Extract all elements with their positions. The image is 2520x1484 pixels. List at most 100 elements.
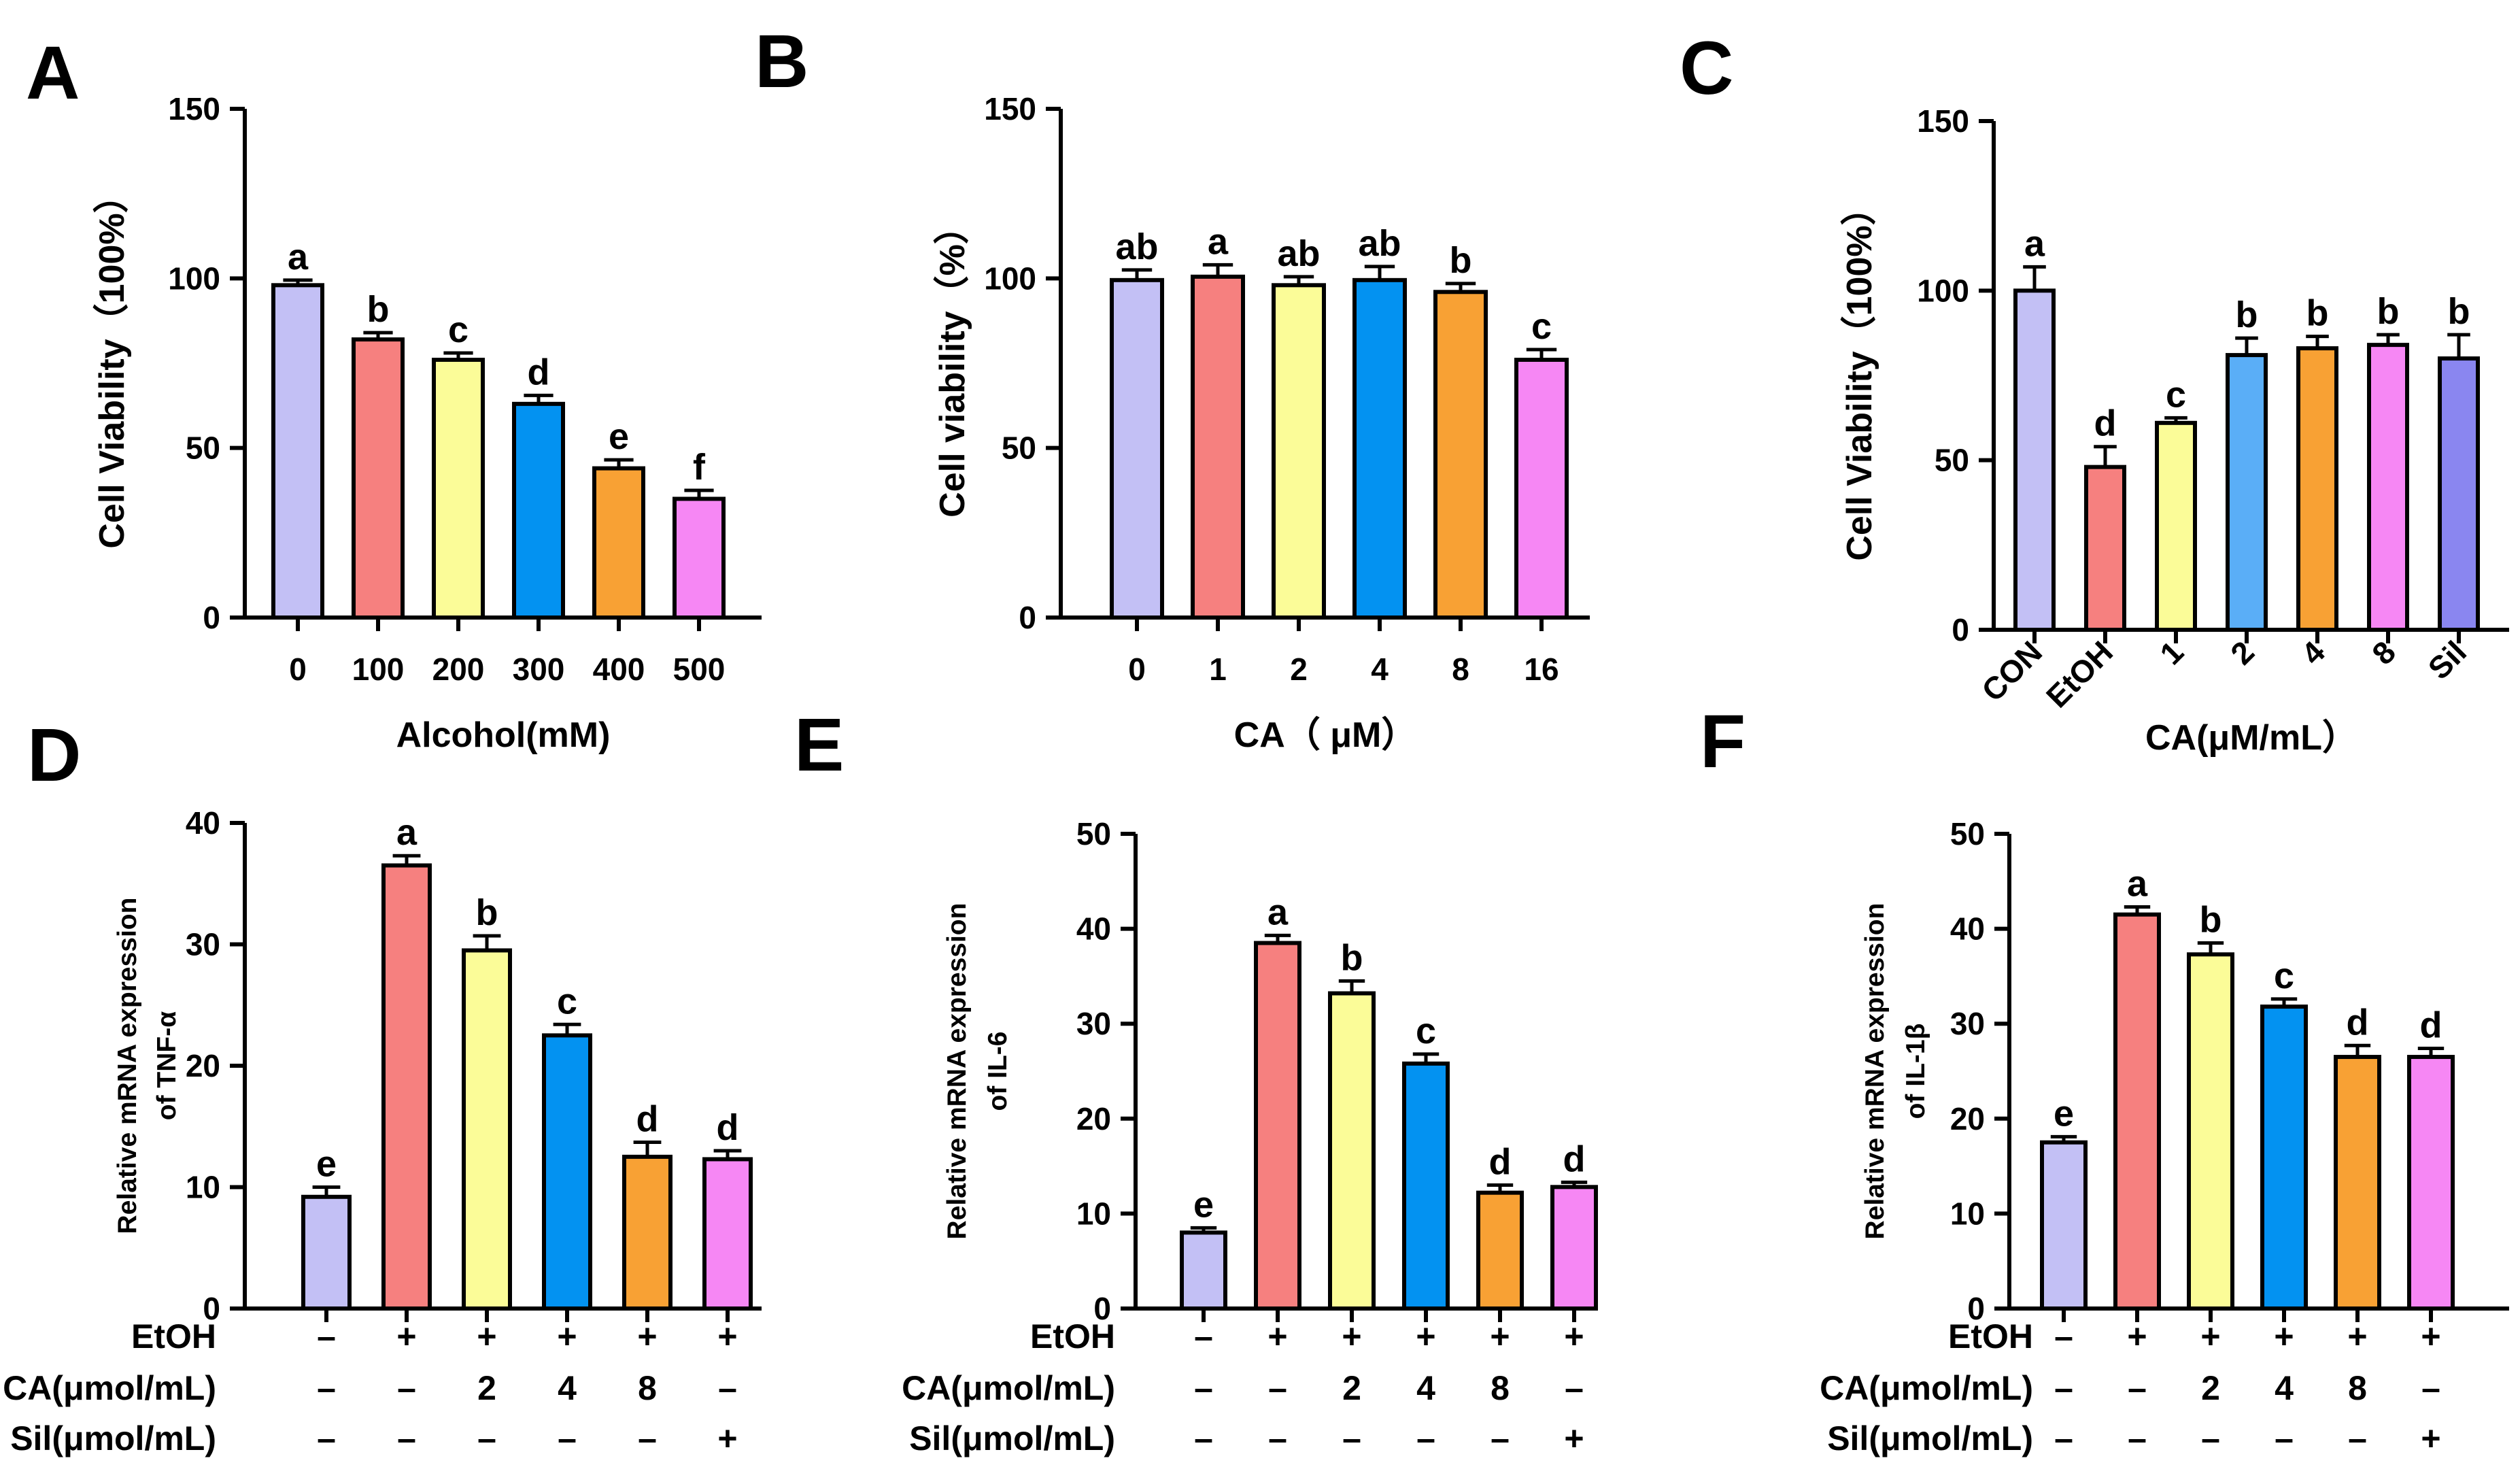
significance-letter: c [557,981,577,1022]
y-tick-label: 100 [1917,273,1969,308]
significance-letter: b [476,892,498,933]
significance-letter: d [2094,403,2117,444]
y-tick-label: 50 [1076,816,1111,851]
bar [2334,1055,2381,1311]
significance-letter: c [1416,1011,1436,1051]
treatment-row-cell: + [2421,1317,2440,1355]
treatment-row-label: EtOH [131,1317,216,1355]
chart-panel-a: A 0 50 100 150 a 0 b 100 c 200 d 300 e 400 f 500 Cell Via… [26,31,762,755]
treatment-row-cell: – [638,1419,657,1457]
y-axis-title: Cell Viability（100%） [1840,190,1879,560]
treatment-row-label: CA(μmol/mL) [1820,1369,2033,1407]
panel-letter: A [26,31,80,115]
y-tick-label: 10 [1950,1196,1985,1231]
treatment-row-cell: + [1342,1317,1361,1355]
x-tick-label: 2 [2224,634,2261,671]
significance-letter: a [1267,892,1289,932]
y-axis-title-line1: Relative mRNA expression [1860,903,1890,1240]
treatment-row-cell: + [1267,1317,1287,1355]
treatment-row-cell: 2 [1342,1369,1361,1407]
bar [432,358,485,620]
significance-letter: b [2448,291,2470,332]
panel-letter: D [27,713,81,797]
bar [2155,420,2197,633]
bar [352,337,405,620]
treatment-row-label: Sil(μmol/mL) [10,1419,216,1457]
treatment-row-cell: – [2275,1419,2294,1457]
bar [1110,277,1164,620]
x-tick-label: CON [1975,634,2049,708]
y-tick-label: 10 [1076,1196,1111,1231]
treatment-row-label: Sil(μmol/mL) [1827,1419,2033,1457]
x-axis-title: CA(μM/mL） [2145,718,2357,758]
treatment-row-label: EtOH [1948,1317,2033,1355]
x-tick-label: 16 [1524,652,1559,687]
significance-letter: b [2377,291,2400,332]
treatment-row-cell: – [477,1419,496,1457]
y-tick-label: 0 [1093,1291,1111,1326]
x-tick-label: 2 [1290,652,1308,687]
x-axis-title: Alcohol(mM) [396,715,611,755]
significance-letter: d [717,1107,739,1148]
bar [2260,1005,2308,1311]
x-tick-label: 0 [289,652,307,687]
treatment-row-cell: + [2421,1419,2440,1457]
treatment-row-cell: – [397,1369,416,1407]
treatment-row-cell: + [477,1317,496,1355]
bar [381,863,432,1311]
bar [2187,952,2234,1311]
y-tick-label: 100 [168,260,220,296]
significance-letter: e [2054,1093,2074,1134]
y-axis-title-line2: of IL-6 [983,1032,1012,1111]
treatment-row-label: EtOH [1030,1317,1115,1355]
x-tick-label: 8 [1452,652,1469,687]
treatment-row-cell: 4 [1416,1369,1435,1407]
significance-letter: d [2420,1005,2442,1045]
y-tick-label: 0 [203,1291,220,1326]
significance-letter: b [2236,294,2258,335]
bar [622,1154,672,1311]
y-tick-label: 40 [1950,911,1985,947]
treatment-row-cell: + [557,1317,577,1355]
treatment-row-cell: – [2348,1419,2367,1457]
y-axis-title: Cell viability（%） [933,209,972,518]
bar [2438,356,2480,632]
y-tick-label: 10 [186,1170,220,1205]
y-tick-label: 30 [1950,1006,1985,1041]
treatment-row-cell: + [2200,1317,2220,1355]
treatment-row-cell: – [1416,1419,1435,1457]
bar [301,1194,352,1311]
treatment-row-cell: + [717,1317,737,1355]
treatment-row-cell: – [1194,1369,1213,1407]
y-tick-label: 20 [186,1048,220,1083]
bar [1180,1230,1227,1311]
bar [1254,941,1301,1311]
bar [592,466,645,620]
treatment-row-label: CA(μmol/mL) [3,1369,216,1407]
significance-letter: a [2024,223,2045,264]
treatment-row-cell: – [317,1369,336,1407]
bar [1191,274,1245,620]
x-tick-label: 100 [352,652,405,687]
significance-letter: b [2200,900,2222,941]
x-tick-label: 8 [2365,634,2402,671]
y-tick-label: 30 [1076,1006,1111,1041]
y-tick-label: 50 [186,431,220,466]
y-tick-label: 150 [1917,103,1969,139]
bar [1476,1190,1524,1311]
treatment-row-cell: + [1416,1317,1435,1355]
y-axis-title-line2: of IL-1β [1901,1024,1930,1119]
panel-letter: E [794,703,844,787]
chart-panel-b: B 0 50 100 150 ab 0 a 1 ab 2 ab 4 b 8 c 16 Cell viability… [755,20,1590,755]
chart-panel-e: E 0 10 20 30 40 50 e a b c d d Relative mRNA expressi… [794,703,1598,1457]
treatment-row-cell: – [1565,1369,1584,1407]
bar [2296,346,2338,633]
x-tick-label: 200 [432,652,485,687]
treatment-row-cell: 8 [1491,1369,1510,1407]
significance-letter: d [2347,1002,2369,1043]
treatment-row-cell: + [1490,1317,1510,1355]
treatment-row-cell: 8 [638,1369,657,1407]
bar [2226,353,2268,633]
bar [1402,1061,1450,1311]
treatment-row-cell: – [1342,1419,1361,1457]
